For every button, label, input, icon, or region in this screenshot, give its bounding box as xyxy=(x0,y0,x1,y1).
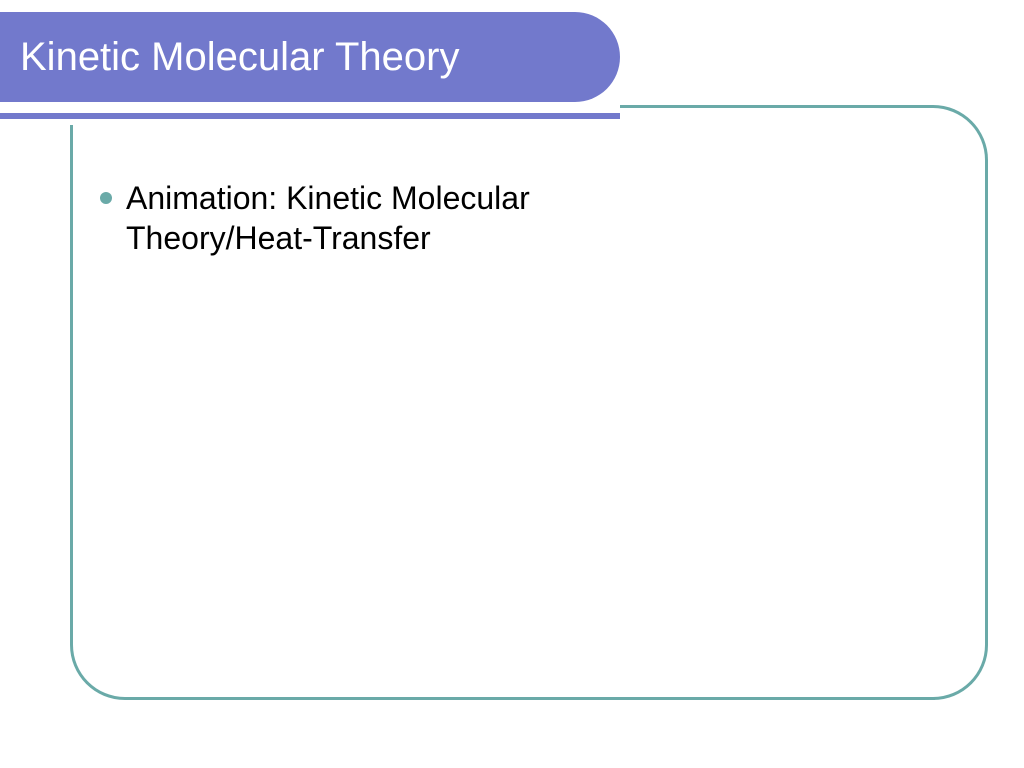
content-border-top xyxy=(620,105,930,108)
bullet-list: Animation: Kinetic Molecular Theory/Heat… xyxy=(100,178,660,258)
bullet-text: Animation: Kinetic Molecular Theory/Heat… xyxy=(126,178,660,258)
slide-title: Kinetic Molecular Theory xyxy=(20,35,459,80)
content-border-bottom-right xyxy=(928,642,988,700)
list-item: Animation: Kinetic Molecular Theory/Heat… xyxy=(100,178,660,258)
content-border-bottom-left xyxy=(70,642,130,700)
bullet-icon xyxy=(100,192,112,204)
content-border-top-right xyxy=(928,105,988,165)
content-border-bottom xyxy=(125,697,935,700)
content-border-right xyxy=(985,160,988,645)
title-bar: Kinetic Molecular Theory xyxy=(0,12,620,102)
content-border-left xyxy=(70,125,73,645)
title-underline xyxy=(0,113,620,119)
